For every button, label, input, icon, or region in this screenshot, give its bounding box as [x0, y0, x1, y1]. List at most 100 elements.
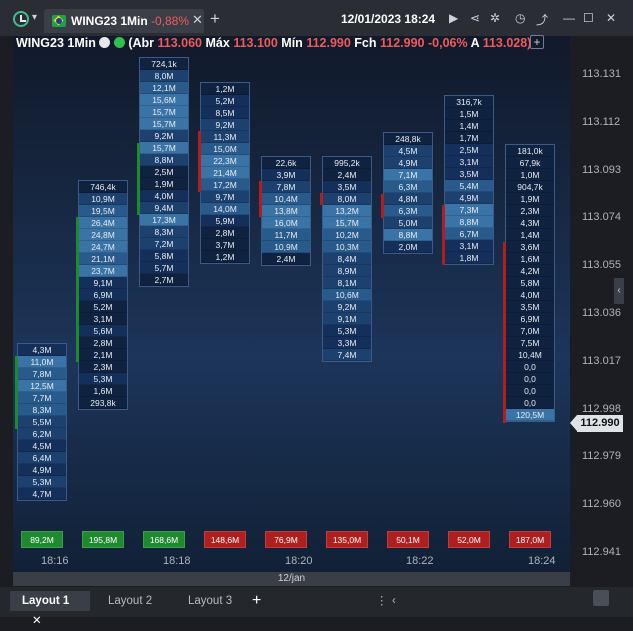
volume-cell: 5,7M — [140, 262, 188, 274]
value-area-marker — [320, 193, 323, 206]
volume-cell: 9,2M — [140, 130, 188, 142]
volume-profile-column[interactable]: 4,3M 11,0M 7,8M 12,5M 7,7M 8,3M 5,5M 6,2M 4,5M 6,… — [17, 343, 67, 501]
volume-profile-column[interactable]: 1,2M 5,2M 8,5M 9,2M 11,3M 15,0M 22,3M 21,4M 17,2… — [200, 82, 250, 264]
add-tab-icon[interactable]: + — [210, 9, 220, 28]
value-area-marker — [137, 142, 140, 216]
add-layout-icon[interactable]: + — [252, 592, 262, 609]
volume-cell: 8,4M — [323, 253, 371, 265]
layout-tab-1[interactable]: Layout 1 ✕ — [10, 591, 90, 627]
volume-cell: 8,3M — [18, 404, 66, 416]
volume-cell: 7,2M — [140, 238, 188, 250]
current-price-tag: 112.990 — [570, 415, 623, 432]
volume-cell: 24,8M — [79, 229, 127, 241]
volume-cell: 10,4M — [262, 193, 310, 205]
low-value: 112.990 — [306, 36, 351, 50]
volume-cell: 5,2M — [79, 301, 127, 313]
volume-cell: 5,2M — [201, 95, 249, 107]
volume-profile-column[interactable]: 995,2k 2,4M 3,5M 8,0M 13,2M 15,7M 10,2M 10,3M 8,… — [322, 156, 372, 362]
volume-cell: 12,1M — [140, 82, 188, 94]
volume-cell: 26,4M — [79, 217, 127, 229]
volume-cell: 9,4M — [140, 202, 188, 214]
more-icon[interactable]: ⋮ — [376, 595, 388, 607]
close-window-icon[interactable]: ✕ — [606, 11, 617, 25]
volume-cell: 4,9M — [384, 157, 432, 169]
volume-cell: 3,1M — [445, 240, 493, 252]
volume-cell: 3,1M — [445, 156, 493, 168]
volume-cell: 4,7M — [18, 488, 66, 500]
add-indicator-icon[interactable]: + — [530, 35, 544, 49]
chart-tab[interactable]: WING23 1Min -0,88% ✕ — [44, 9, 204, 33]
chevron-down-icon[interactable]: ▾ — [32, 12, 38, 23]
volume-cell: 1,4M — [445, 120, 493, 132]
volume-cell: 10,2M — [323, 229, 371, 241]
volume-cell: 10,3M — [323, 241, 371, 253]
volume-cell: 5,6M — [79, 325, 127, 337]
close-value: 112.990 — [380, 36, 425, 50]
share-icon[interactable]: ⋖ — [470, 11, 481, 25]
volume-cell: 1,6M — [506, 253, 554, 265]
volume-cell: 15,7M — [140, 142, 188, 154]
volume-cell: 5,8M — [506, 277, 554, 289]
volume-cell: 4,9M — [18, 464, 66, 476]
high-label: Máx — [205, 36, 230, 50]
play-icon[interactable]: ▶ — [449, 11, 459, 25]
x-axis-label: 18:22 — [406, 555, 434, 567]
volume-cell: 10,9M — [262, 241, 310, 253]
volume-profile-column[interactable]: 724,1k 8,0M 12,1M 15,6M 15,7M 15,7M 9,2M 15,7M 8… — [139, 57, 189, 287]
scroll-button[interactable] — [593, 590, 609, 606]
volume-cell: 746,4k — [79, 181, 127, 193]
volume-profile-column[interactable]: 181,0k 67,9k 1,0M 904,7k 1,9M 2,3M 4,3M 1,4M 3,6… — [505, 144, 555, 422]
volume-cell: 1,5M — [445, 108, 493, 120]
value-area-marker — [381, 193, 384, 218]
collapse-panel-icon[interactable]: ‹ — [614, 278, 624, 304]
volume-cell: 9,2M — [323, 301, 371, 313]
close-icon[interactable]: ✕ — [192, 12, 203, 27]
clock-icon[interactable] — [13, 11, 29, 27]
gear-icon[interactable]: ✲ — [490, 11, 501, 25]
price-axis[interactable] — [570, 36, 633, 573]
volume-cell: 10,4M — [506, 349, 554, 361]
high-value: 113.100 — [233, 36, 278, 50]
volume-cell: 8,0M — [323, 193, 371, 205]
volume-cell: 14,0M — [201, 203, 249, 215]
volume-profile-column[interactable]: 316,7k 1,5M 1,4M 1,7M 2,5M 3,1M 3,5M 5,4M 4,9M 7,… — [444, 95, 494, 265]
remove-icon[interactable] — [99, 37, 111, 48]
volume-cell: 1,9M — [506, 193, 554, 205]
volume-cell: 7,8M — [262, 181, 310, 193]
title-bar: ▾ WING23 1Min -0,88% ✕ + 12/01/2023 18:2… — [0, 0, 633, 36]
volume-cell: 2,3M — [506, 205, 554, 217]
layout-tab-3[interactable]: Layout 3 — [188, 591, 232, 611]
volume-cell: 1,2M — [201, 83, 249, 95]
maximize-icon[interactable]: ☐ — [583, 11, 594, 25]
volume-cell: 23,7M — [79, 265, 127, 277]
history-icon[interactable]: ◷ — [515, 11, 526, 25]
volume-cell: 22,6k — [262, 157, 310, 169]
chevron-left-icon[interactable]: ‹ — [392, 595, 396, 607]
volume-cell: 9,1M — [79, 277, 127, 289]
volume-cell: 904,7k — [506, 181, 554, 193]
volume-cell: 7,8M — [18, 368, 66, 380]
volume-cell: 10,6M — [323, 289, 371, 301]
volume-cell: 6,4M — [18, 452, 66, 464]
volume-cell: 4,3M — [506, 217, 554, 229]
volume-cell: 9,2M — [201, 119, 249, 131]
volume-profile-column[interactable]: 248,8k 4,5M 4,9M 7,1M 6,3M 4,8M 6,3M 5,0M 8,8M 2,… — [383, 132, 433, 254]
minimize-icon[interactable]: — — [563, 11, 575, 25]
volume-cell: 8,3M — [140, 226, 188, 238]
datetime: 12/01/2023 18:24 — [341, 12, 436, 26]
volume-cell: 2,8M — [201, 227, 249, 239]
tab-title: WING23 1Min — [71, 14, 148, 28]
volume-profile-column[interactable]: 746,4k 10,9M 19,5M 26,4M 24,8M 24,7M 21,1M 23,7… — [78, 180, 128, 410]
value-area-marker — [198, 131, 201, 192]
volume-cell: 7,7M — [18, 392, 66, 404]
volume-cell: 15,7M — [323, 217, 371, 229]
x-axis-label: 18:24 — [528, 555, 556, 567]
volume-cell: 12,5M — [18, 380, 66, 392]
layout-tab-2[interactable]: Layout 2 — [108, 591, 152, 611]
volume-cell: 3,6M — [506, 241, 554, 253]
adjust-label: A — [470, 36, 480, 50]
volume-profile-column[interactable]: 22,6k 3,9M 7,8M 10,4M 13,8M 16,0M 11,7M 10,9M 2,… — [261, 156, 311, 266]
trend-icon[interactable]: ⤴ — [536, 13, 549, 27]
volume-cell: 0,0 — [506, 385, 554, 397]
volume-cell: 1,0M — [506, 169, 554, 181]
